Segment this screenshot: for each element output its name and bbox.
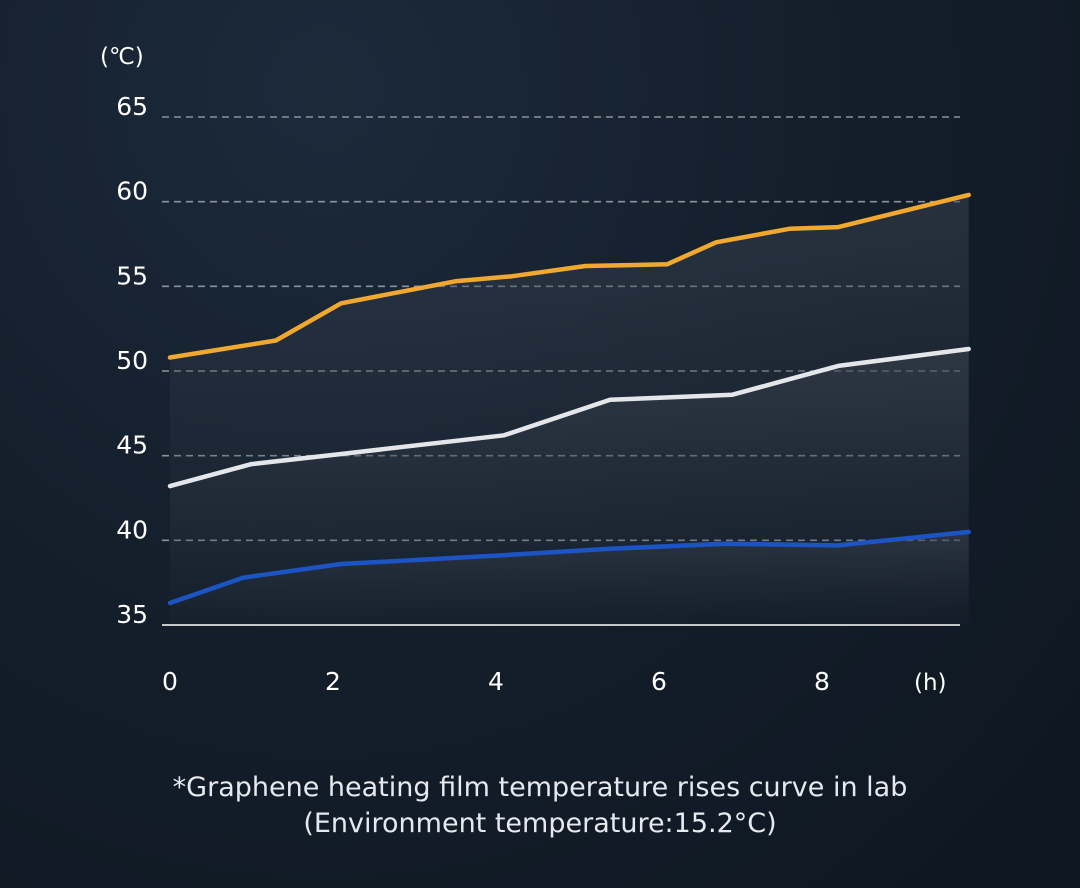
y-unit-label: (℃) [100, 44, 144, 70]
y-tick-label: 40 [116, 515, 148, 544]
y-tick-label: 60 [116, 177, 148, 206]
y-tick-label: 45 [116, 431, 148, 460]
x-unit-label: (h) [914, 670, 947, 696]
y-tick-label: 65 [116, 92, 148, 121]
y-tick-label: 35 [116, 600, 148, 629]
y-tick-label: 50 [116, 346, 148, 375]
series-area-3 [170, 531, 969, 625]
chart-caption: *Graphene heating film temperature rises… [0, 770, 1080, 842]
x-tick-label: 8 [814, 667, 830, 696]
y-tick-label: 55 [116, 261, 148, 290]
x-tick-label: 0 [162, 667, 178, 696]
series-line-3 [167, 529, 971, 606]
x-tick-label: 4 [488, 667, 504, 696]
x-tick-label: 6 [651, 667, 667, 696]
x-tick-label: 2 [325, 667, 341, 696]
caption-line-2: (Environment temperature:15.2°C) [303, 808, 777, 839]
series-line-2 [167, 346, 971, 489]
caption-line-1: *Graphene heating film temperature rises… [172, 772, 908, 803]
